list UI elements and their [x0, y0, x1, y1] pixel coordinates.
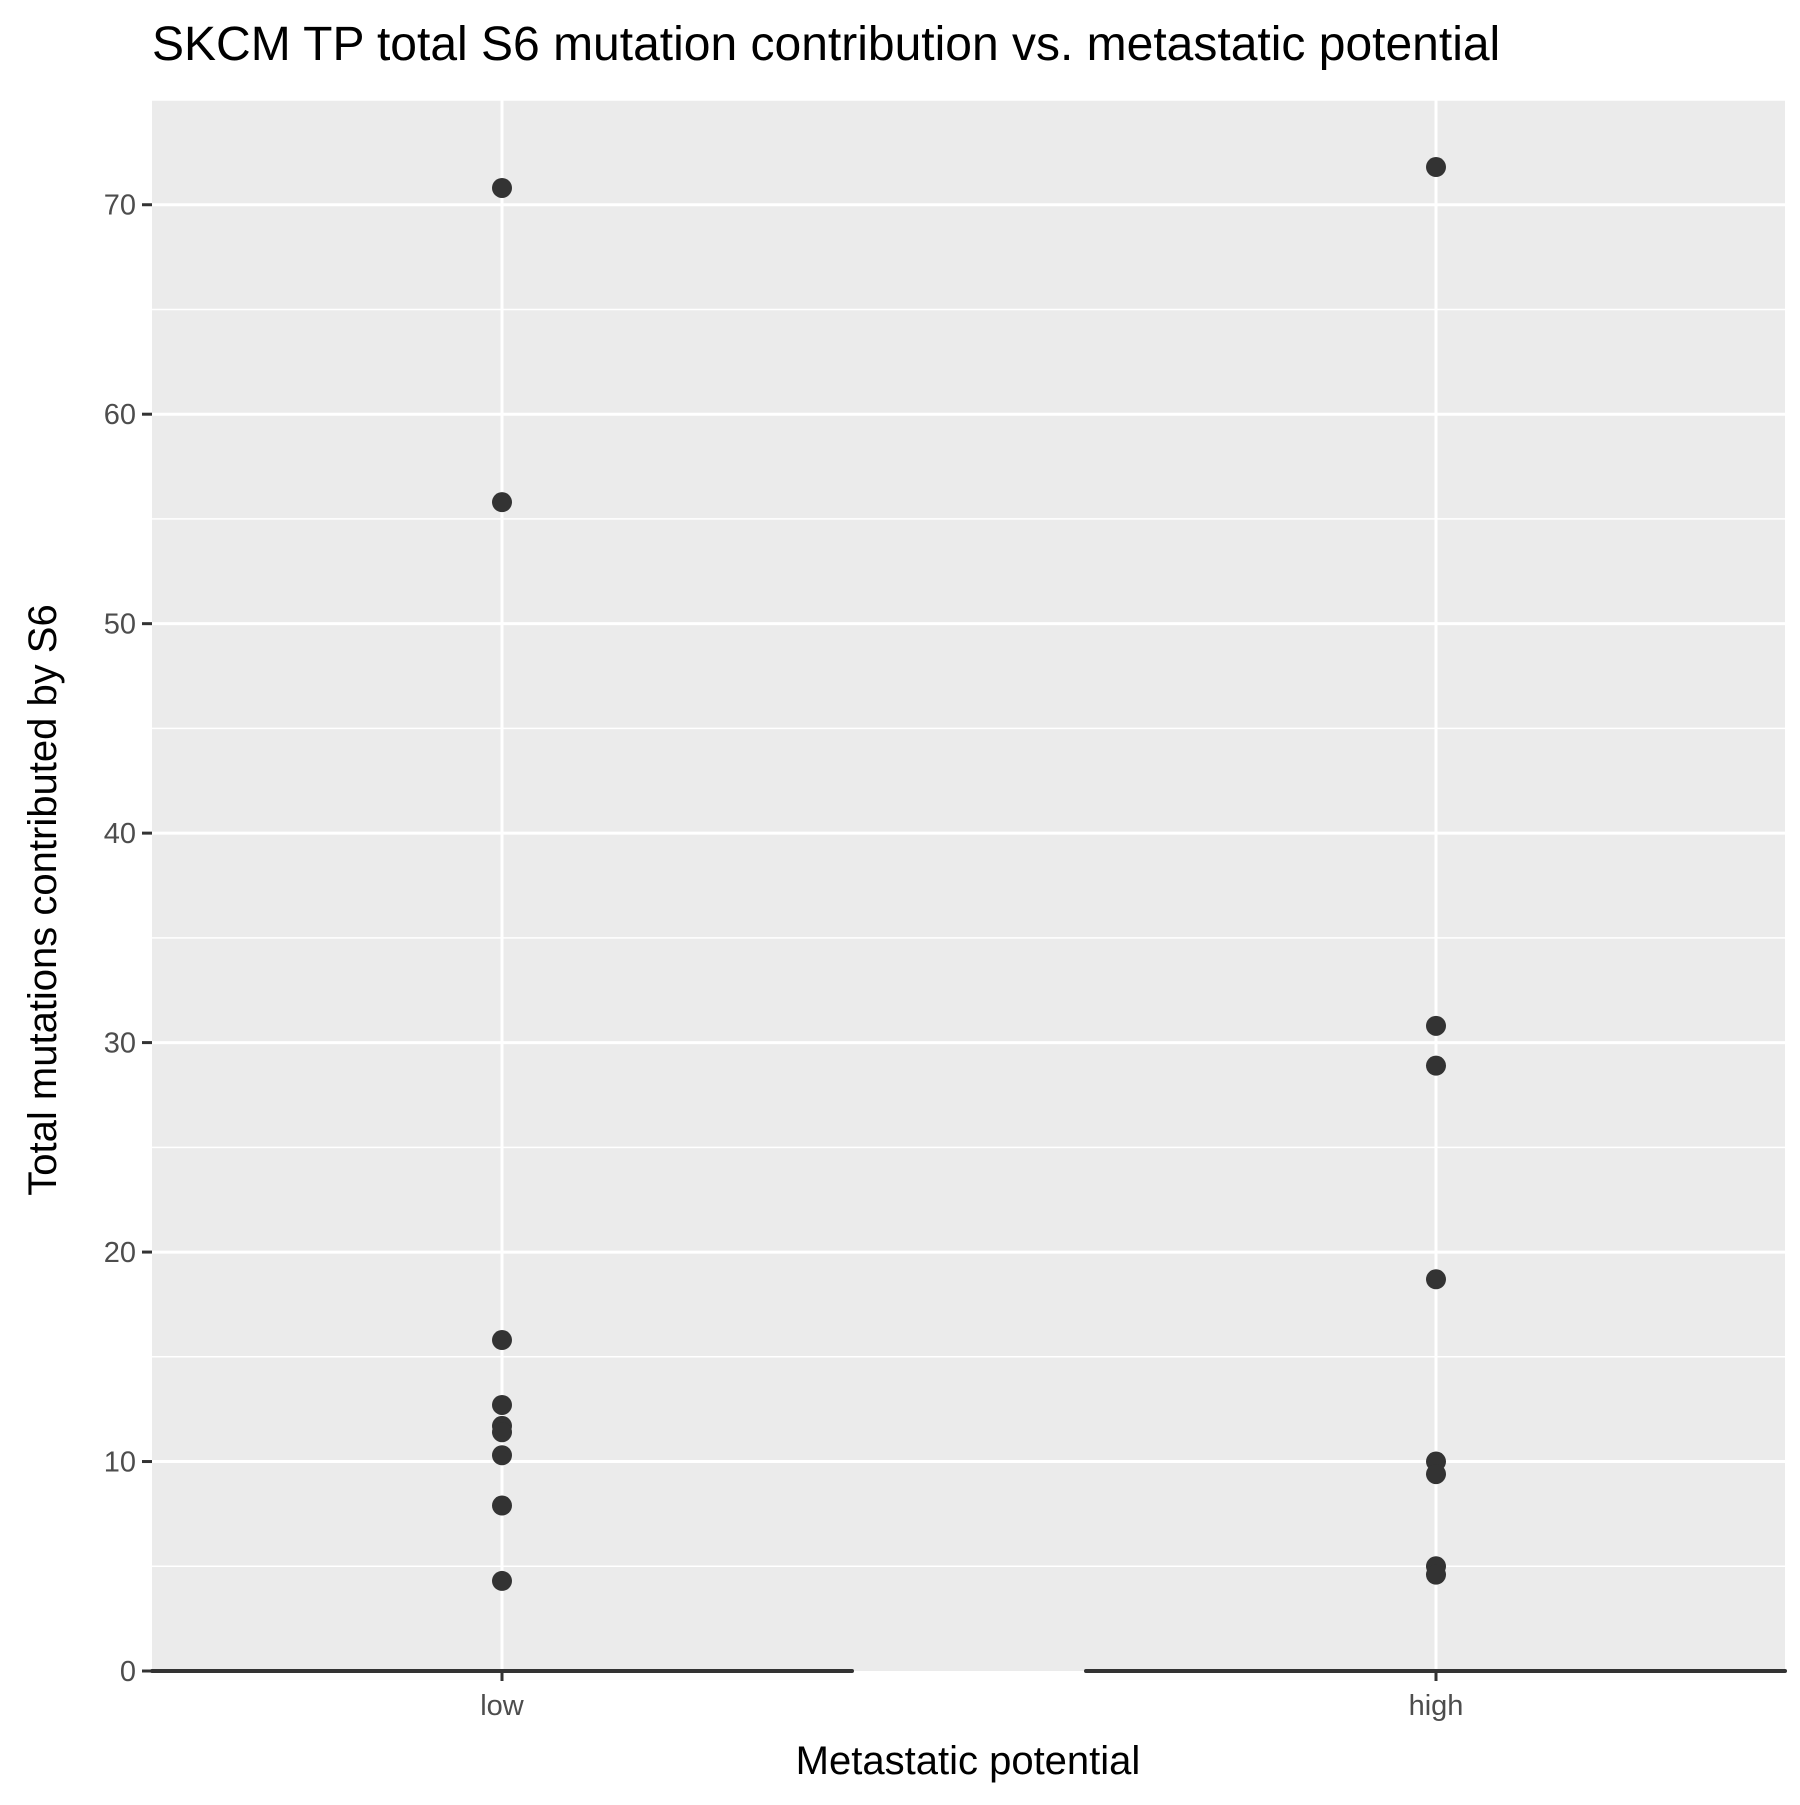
data-points	[492, 157, 1446, 1591]
data-point-low	[492, 1570, 512, 1591]
y-tick-label: 0	[120, 1656, 136, 1688]
data-point-high	[1426, 1464, 1446, 1485]
data-point-high	[1426, 1055, 1446, 1076]
y-tick-label: 10	[104, 1447, 136, 1479]
y-tick-label: 70	[104, 190, 136, 222]
data-point-low	[492, 492, 512, 513]
y-tick-label: 30	[104, 1028, 136, 1060]
data-point-high	[1426, 1269, 1446, 1290]
x-tick-label-high: high	[1409, 1690, 1464, 1722]
data-point-low	[492, 1394, 512, 1415]
x-tick-label-low: low	[480, 1690, 525, 1722]
y-axis-title: Total mutations contributed by S6	[21, 604, 65, 1195]
y-tick-label: 20	[104, 1237, 136, 1269]
y-tick-label: 40	[104, 818, 136, 850]
data-point-low	[492, 1422, 512, 1443]
plot-panel	[152, 100, 1785, 1671]
y-tick-label: 50	[104, 609, 136, 641]
data-point-low	[492, 1445, 512, 1466]
data-point-high	[1426, 1015, 1446, 1036]
data-point-low	[492, 177, 512, 198]
data-point-high	[1426, 1564, 1446, 1585]
panel-background	[152, 100, 1785, 1671]
grid-lines	[152, 99, 1785, 1671]
data-point-low	[492, 1330, 512, 1351]
data-point-low	[492, 1495, 512, 1516]
chart-title: SKCM TP total S6 mutation contribution v…	[152, 18, 1500, 71]
axis-ticks: 0 10 20 30 40 50 60 70 low high	[104, 190, 1464, 1722]
y-tick-label: 60	[104, 399, 136, 431]
x-axis-title: Metastatic potential	[796, 1739, 1141, 1783]
data-point-high	[1426, 157, 1446, 178]
